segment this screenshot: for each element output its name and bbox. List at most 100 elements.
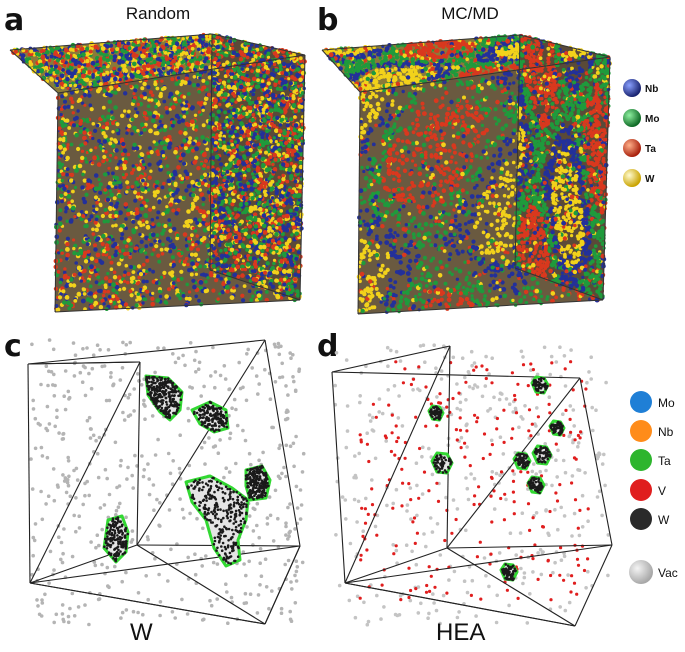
atom: [81, 214, 86, 219]
atom: [65, 219, 70, 223]
atom: [129, 84, 133, 89]
atom: [28, 62, 34, 67]
atom: [233, 160, 237, 164]
atom: [269, 248, 273, 253]
atom: [218, 144, 223, 148]
atom: [186, 209, 191, 214]
atom: [93, 44, 99, 50]
atom: [146, 63, 151, 68]
atom: [97, 186, 102, 191]
atom: [140, 187, 145, 192]
atom: [178, 296, 182, 301]
atom: [44, 72, 49, 77]
atom: [108, 282, 112, 287]
atom: [101, 233, 106, 239]
atom: [162, 99, 167, 104]
atom: [138, 197, 142, 201]
atom: [139, 239, 144, 244]
atom: [76, 146, 81, 152]
atom: [182, 224, 187, 228]
atom: [82, 292, 87, 296]
atom: [58, 164, 63, 169]
atom: [265, 248, 270, 252]
atom: [101, 125, 106, 130]
atom: [170, 255, 175, 260]
atom: [74, 115, 79, 121]
atom: [197, 298, 201, 303]
atom: [187, 140, 192, 145]
atom: [122, 273, 127, 277]
atom: [136, 292, 141, 296]
atom: [229, 106, 233, 110]
atom: [236, 126, 240, 130]
atom: [130, 171, 134, 175]
atom: [124, 217, 128, 221]
atom: [204, 56, 209, 61]
atom: [275, 115, 280, 120]
atom: [98, 60, 102, 65]
atom: [85, 46, 90, 51]
atom: [190, 119, 195, 124]
atom: [102, 72, 106, 77]
atom: [181, 293, 186, 298]
atom: [101, 159, 106, 164]
atom: [188, 290, 192, 294]
atom: [61, 68, 65, 72]
atom: [164, 247, 168, 251]
atom: [203, 96, 209, 101]
atom: [285, 179, 290, 184]
atom: [109, 299, 113, 304]
atom: [136, 69, 141, 75]
atom: [59, 73, 65, 79]
atom: [151, 232, 156, 238]
atom: [104, 243, 110, 248]
atom: [76, 265, 82, 271]
atom: [99, 69, 104, 73]
atom: [48, 70, 53, 75]
atom: [89, 264, 94, 270]
atom: [106, 289, 111, 294]
atom: [197, 110, 202, 114]
atom: [119, 236, 124, 241]
atom: [61, 289, 66, 294]
atom: [105, 197, 111, 202]
atom: [115, 122, 120, 127]
atom: [154, 180, 160, 185]
atom: [220, 263, 225, 269]
atom: [159, 247, 164, 252]
atom: [65, 247, 70, 252]
atom: [89, 256, 95, 261]
atom: [180, 143, 184, 147]
atom: [88, 131, 92, 135]
atom: [63, 123, 68, 128]
atom: [182, 95, 186, 99]
atom: [172, 169, 178, 175]
atom: [82, 287, 86, 292]
atom: [89, 148, 93, 152]
atom: [54, 240, 59, 245]
atom: [147, 154, 151, 159]
atom: [171, 176, 176, 181]
atom: [192, 284, 197, 290]
atom: [261, 218, 266, 223]
atom: [168, 249, 173, 254]
atom: [84, 210, 89, 214]
atom: [241, 211, 245, 215]
atom: [146, 104, 151, 108]
atom: [162, 270, 167, 275]
atom: [155, 233, 160, 238]
atom: [183, 131, 188, 136]
atom: [251, 175, 256, 180]
atom: [80, 73, 86, 78]
atom: [123, 68, 129, 73]
atom: [180, 103, 184, 107]
atom: [141, 160, 145, 164]
atom: [119, 73, 124, 78]
atom: [162, 145, 168, 151]
atom: [161, 45, 166, 50]
atom: [152, 248, 156, 252]
atom: [109, 202, 114, 206]
atom: [281, 214, 286, 218]
atom: [64, 210, 68, 214]
atom: [65, 118, 70, 123]
